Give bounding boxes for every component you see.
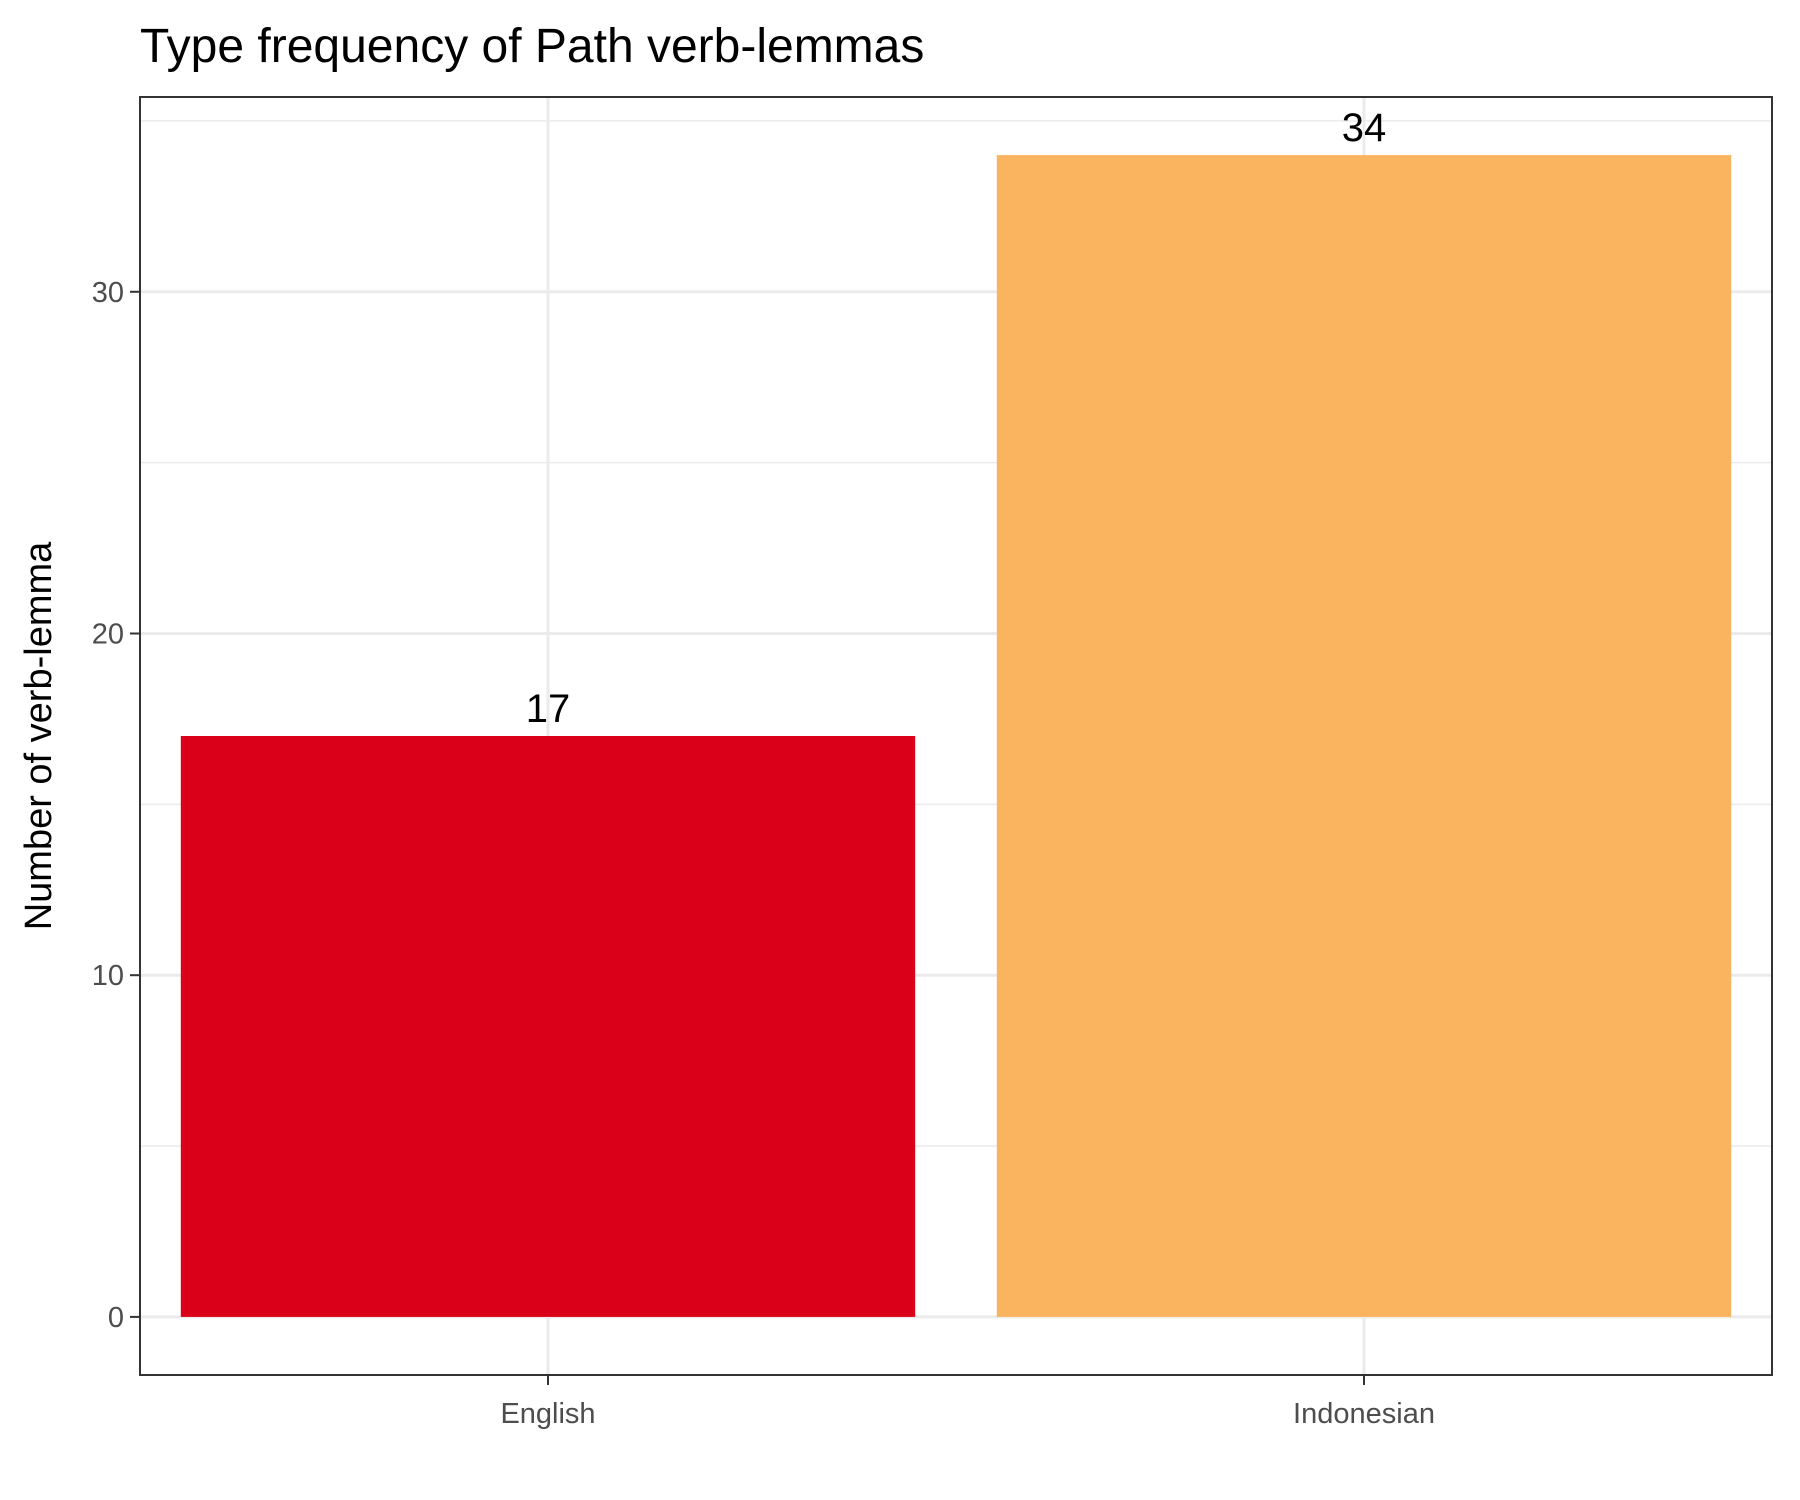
axes: 0 10 20 30 English Indonesian (92, 277, 1435, 1430)
bar-indonesian (996, 155, 1732, 1317)
plot-panel-border (139, 96, 1773, 1376)
y-tick-label: 0 (108, 1302, 124, 1334)
y-tick-label: 10 (92, 960, 124, 992)
data-label-indonesian: 34 (1342, 106, 1387, 150)
y-axis-title: Number of verb-lemma (18, 541, 60, 930)
chart-title: Type frequency of Path verb-lemmas (140, 20, 924, 73)
bar-english (180, 736, 916, 1317)
x-tick-label-english: English (500, 1398, 595, 1430)
x-tick-label-indonesian: Indonesian (1293, 1398, 1435, 1430)
y-tick-label: 30 (92, 277, 124, 309)
y-tick-label: 20 (92, 618, 124, 650)
data-label-english: 17 (526, 687, 571, 731)
bars (180, 155, 1732, 1317)
